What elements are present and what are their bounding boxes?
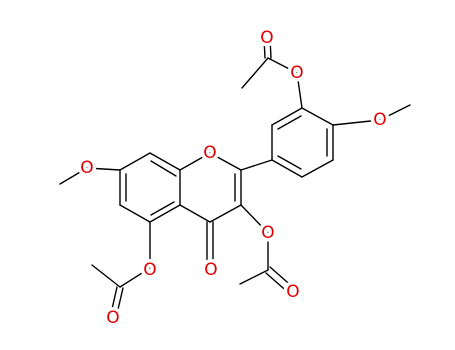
atom-label: O <box>261 223 274 243</box>
atom-labels: O O O O O O O O O O <box>77 25 390 332</box>
atom-label: O <box>290 63 303 83</box>
atom-label: O <box>204 260 217 280</box>
atom-label: O <box>106 308 119 328</box>
bonds <box>59 37 411 319</box>
atom-label: O <box>203 143 216 163</box>
atom-label: O <box>143 260 156 280</box>
atom-label: O <box>373 110 386 130</box>
atom-label: O <box>286 282 299 302</box>
atom-label: O <box>260 28 273 48</box>
atom-label: O <box>80 158 93 178</box>
